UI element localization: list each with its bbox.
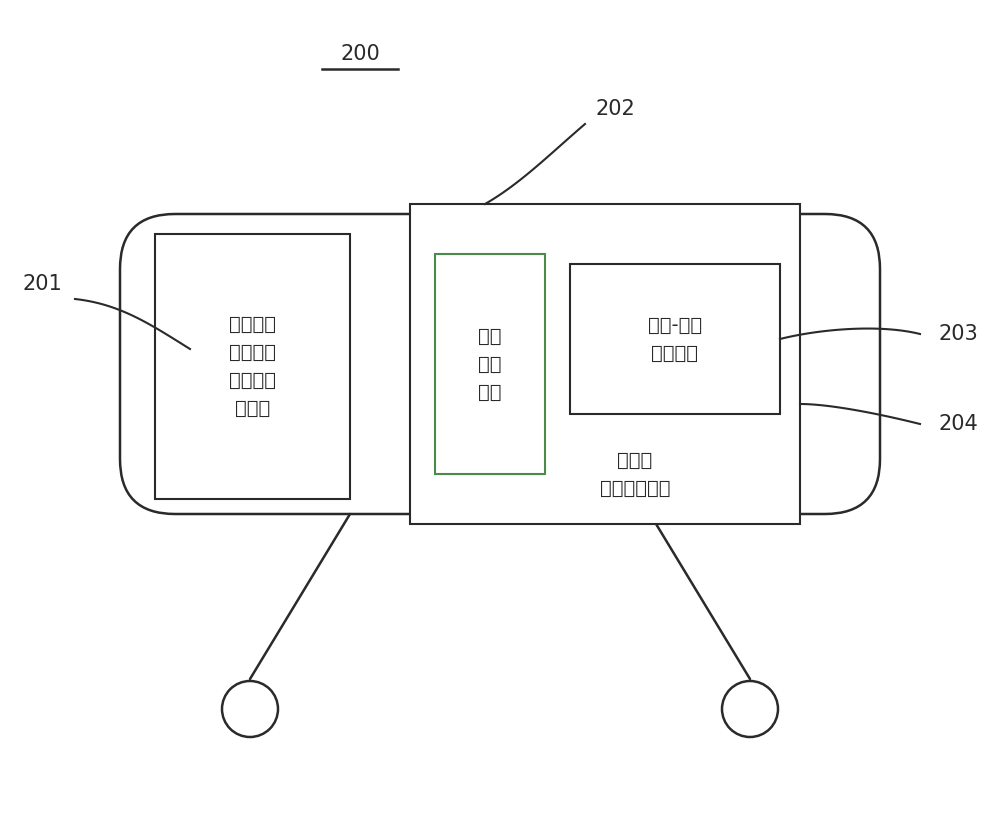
Circle shape xyxy=(222,681,278,737)
Text: 203: 203 xyxy=(938,324,978,344)
FancyBboxPatch shape xyxy=(155,234,350,499)
Text: 201: 201 xyxy=(22,274,62,294)
Text: 预测-校正
制导模块: 预测-校正 制导模块 xyxy=(648,315,702,363)
FancyBboxPatch shape xyxy=(570,264,780,414)
FancyBboxPatch shape xyxy=(120,214,880,514)
Text: 202: 202 xyxy=(595,99,635,119)
Text: 干扰
观测
模块: 干扰 观测 模块 xyxy=(478,326,502,401)
Text: 火星着陆
器大气进
入段动力
学模块: 火星着陆 器大气进 入段动力 学模块 xyxy=(229,315,276,418)
FancyBboxPatch shape xyxy=(435,254,545,474)
Circle shape xyxy=(722,681,778,737)
Text: 抗干扰
复合制导模块: 抗干扰 复合制导模块 xyxy=(600,450,670,498)
Text: 200: 200 xyxy=(340,44,380,64)
Text: 204: 204 xyxy=(938,414,978,434)
FancyBboxPatch shape xyxy=(410,204,800,524)
